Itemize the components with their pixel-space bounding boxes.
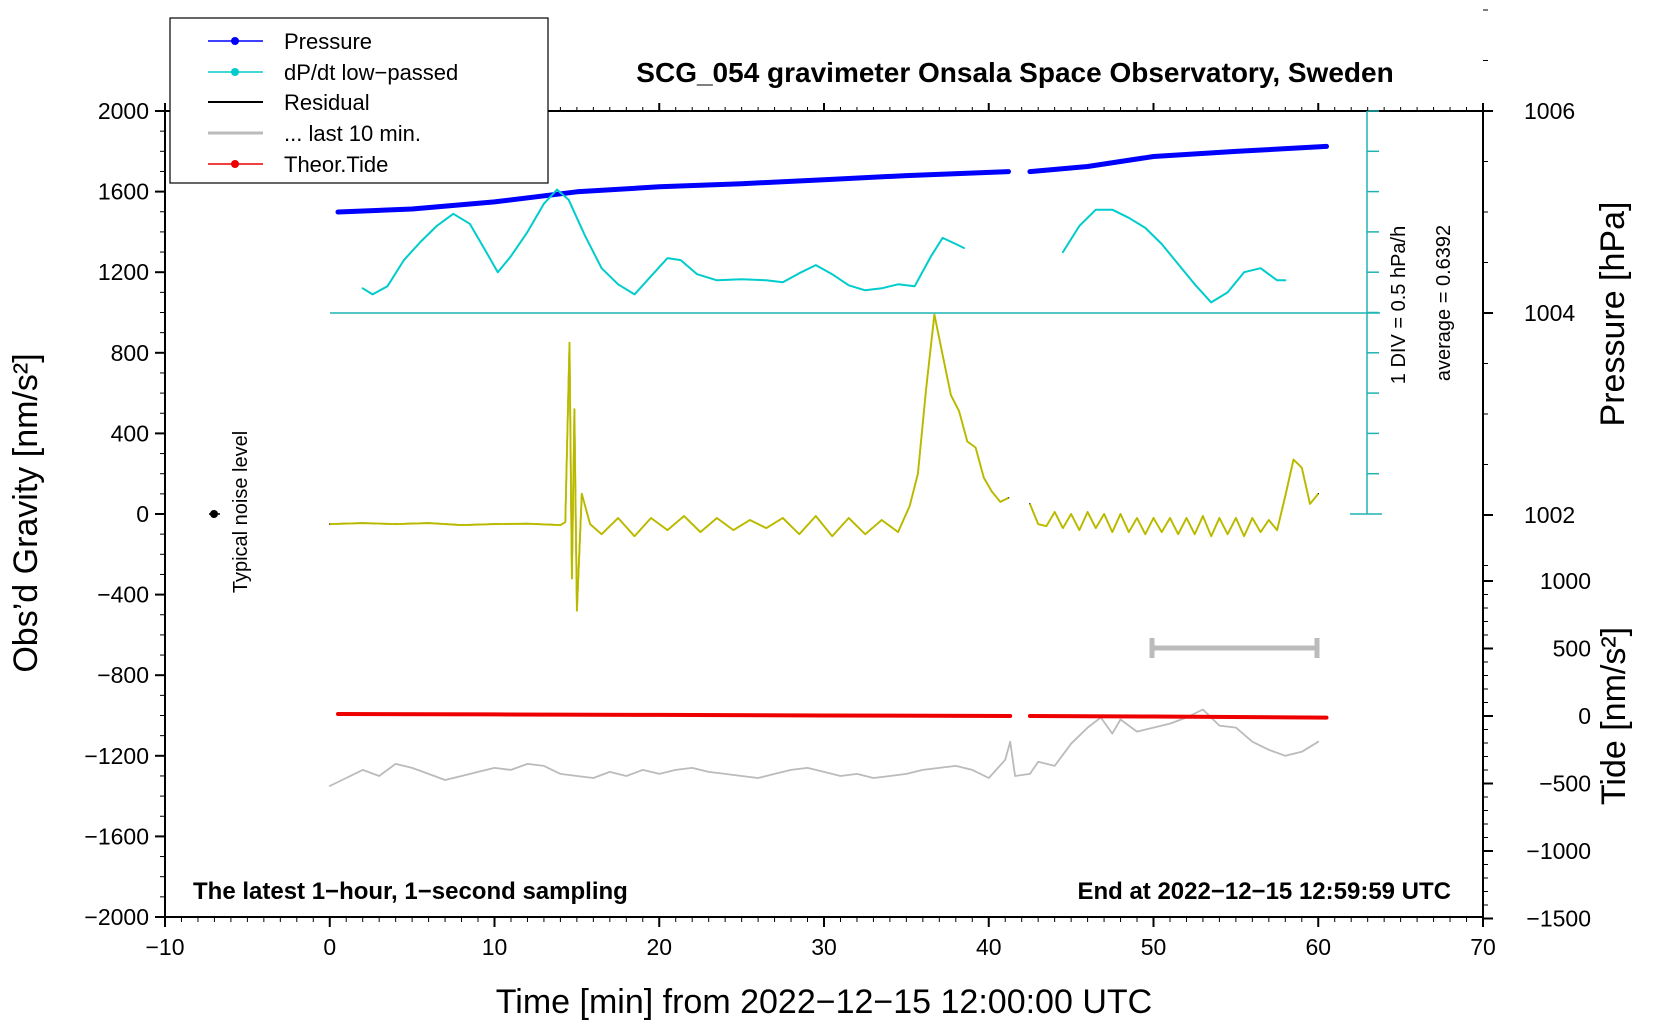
tide-axis-ticks: 1000 500 0 −500 −1000 −1500 xyxy=(1483,568,1591,932)
tide-axis-title: Tide [nm/s²] xyxy=(1595,627,1633,805)
chart-title: SCG_054 gravimeter Onsala Space Observat… xyxy=(636,57,1393,88)
tide-tick-label-4: −1000 xyxy=(1526,838,1591,864)
y-tick-label-5: 0 xyxy=(136,501,149,527)
sampling-label: The latest 1−hour, 1−second sampling xyxy=(193,878,628,905)
y-tick-label-7: −800 xyxy=(97,662,149,688)
y-tick-label-8: −1200 xyxy=(84,743,149,769)
y-tick-label-0: 2000 xyxy=(98,98,149,124)
x-axis-title: Time [min] from 2022−12−15 12:00:00 UTC xyxy=(496,983,1152,1020)
legend-label-dpdt: dP/dt low−passed xyxy=(284,60,458,85)
series-line-pressure xyxy=(335,143,1329,215)
y-tick-label-4: 400 xyxy=(111,420,149,446)
legend-item-tide: Theor.Tide xyxy=(208,152,388,177)
last-10min-range-bar xyxy=(1149,638,1320,658)
y-axis-title: Obs’d Gravity [nm/s²] xyxy=(7,353,45,672)
x-tick-label-5: 40 xyxy=(976,934,1002,960)
pressure-tick-label-2: 1002 xyxy=(1524,502,1575,528)
y-tick-label-9: −1600 xyxy=(84,823,149,849)
legend-item-last10: ... last 10 min. xyxy=(208,121,421,146)
y-tick-label-10: −2000 xyxy=(84,904,149,930)
tide-tick-label-0: 1000 xyxy=(1540,568,1591,594)
series-layer xyxy=(328,143,1329,787)
x-tick-label-8: 70 xyxy=(1470,934,1496,960)
y-axis-ticks: 2000 1600 1200 800 400 0 −400 −800 −1200 −1600 −20… xyxy=(84,98,165,930)
dpdt-scale-ticks xyxy=(1367,110,1379,475)
x-tick-label-3: 20 xyxy=(646,934,672,960)
y-tick-label-2: 1200 xyxy=(98,259,149,285)
noise-level-marker xyxy=(209,510,220,518)
tide-tick-label-2: 0 xyxy=(1578,703,1591,729)
tide-tick-label-3: −500 xyxy=(1539,771,1591,797)
series-line-residual-smoothed xyxy=(329,313,1320,612)
x-tick-label-6: 50 xyxy=(1141,934,1167,960)
y-tick-label-3: 800 xyxy=(111,340,149,366)
x-tick-label-0: −10 xyxy=(145,934,184,960)
legend-item-pressure: Pressure xyxy=(208,29,372,54)
y-tick-label-1: 1600 xyxy=(98,179,149,205)
x-tick-label-7: 60 xyxy=(1305,934,1331,960)
pressure-axis-title: Pressure [hPa] xyxy=(1594,202,1632,427)
y-tick-label-6: −400 xyxy=(97,582,149,608)
legend-box xyxy=(169,17,549,184)
legend: Pressure dP/dt low−passed Residual ... l… xyxy=(169,17,549,184)
legend-label-residual: Residual xyxy=(284,90,370,115)
legend-label-tide: Theor.Tide xyxy=(284,152,388,177)
series-line-theor-tide xyxy=(336,712,1329,720)
noise-level-label: Typical noise level xyxy=(230,431,252,593)
legend-item-residual: Residual xyxy=(208,90,370,115)
plot-frame xyxy=(164,110,1484,918)
tide-tick-label-1: 500 xyxy=(1553,636,1591,662)
x-tick-label-4: 30 xyxy=(811,934,837,960)
x-tick-label-1: 0 xyxy=(323,934,336,960)
dpdt-scale xyxy=(330,110,1382,515)
x-axis-ticks: −10 0 10 20 30 40 50 60 70 xyxy=(145,103,1496,960)
pressure-tick-label-0: 1006 xyxy=(1524,98,1575,124)
legend-item-dpdt: dP/dt low−passed xyxy=(208,60,458,85)
legend-label-pressure: Pressure xyxy=(284,29,372,54)
series-line-residual xyxy=(329,313,1320,612)
tide-tick-label-5: −1500 xyxy=(1526,906,1591,932)
dpdt-average-label: average = 0.6392 xyxy=(1433,225,1455,381)
series-line-last-10-min xyxy=(328,708,1320,787)
x-tick-label-2: 10 xyxy=(482,934,508,960)
end-time-label: End at 2022−12−15 12:59:59 UTC xyxy=(1077,878,1451,905)
dpdt-scale-label: 1 DIV = 0.5 hPa/h xyxy=(1388,226,1410,384)
pressure-tick-label-1: 1004 xyxy=(1524,300,1575,326)
series-line-dp-dt-low-passed xyxy=(361,188,1287,304)
legend-label-last10: ... last 10 min. xyxy=(284,121,421,146)
pressure-axis-ticks: 1006 1004 1002 xyxy=(1483,9,1575,566)
